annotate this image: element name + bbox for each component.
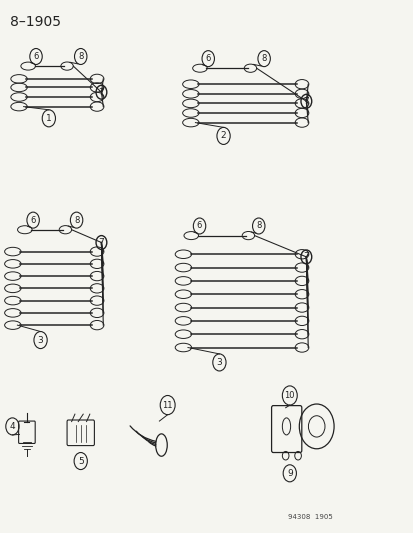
Text: 7: 7 [98,88,104,96]
Text: 11: 11 [162,401,173,409]
Text: 3: 3 [38,336,43,344]
Text: 94308  1905: 94308 1905 [287,514,332,520]
Text: 8: 8 [261,54,266,63]
Text: 5: 5 [78,457,83,465]
Text: 1: 1 [46,114,52,123]
Text: 7: 7 [303,253,309,261]
Text: 8: 8 [256,222,261,230]
Text: 10: 10 [284,391,294,400]
Text: 3: 3 [216,358,222,367]
Text: 6: 6 [33,52,38,61]
Text: 2: 2 [220,132,226,140]
Text: 4: 4 [9,422,15,431]
Text: 9: 9 [286,469,292,478]
Text: 8–1905: 8–1905 [10,15,61,29]
Text: 6: 6 [205,54,210,63]
Text: 6: 6 [197,222,202,230]
Text: 8: 8 [74,216,79,224]
Text: 7: 7 [303,97,309,106]
Text: 6: 6 [31,216,36,224]
Text: 7: 7 [98,238,104,247]
Text: 8: 8 [78,52,83,61]
